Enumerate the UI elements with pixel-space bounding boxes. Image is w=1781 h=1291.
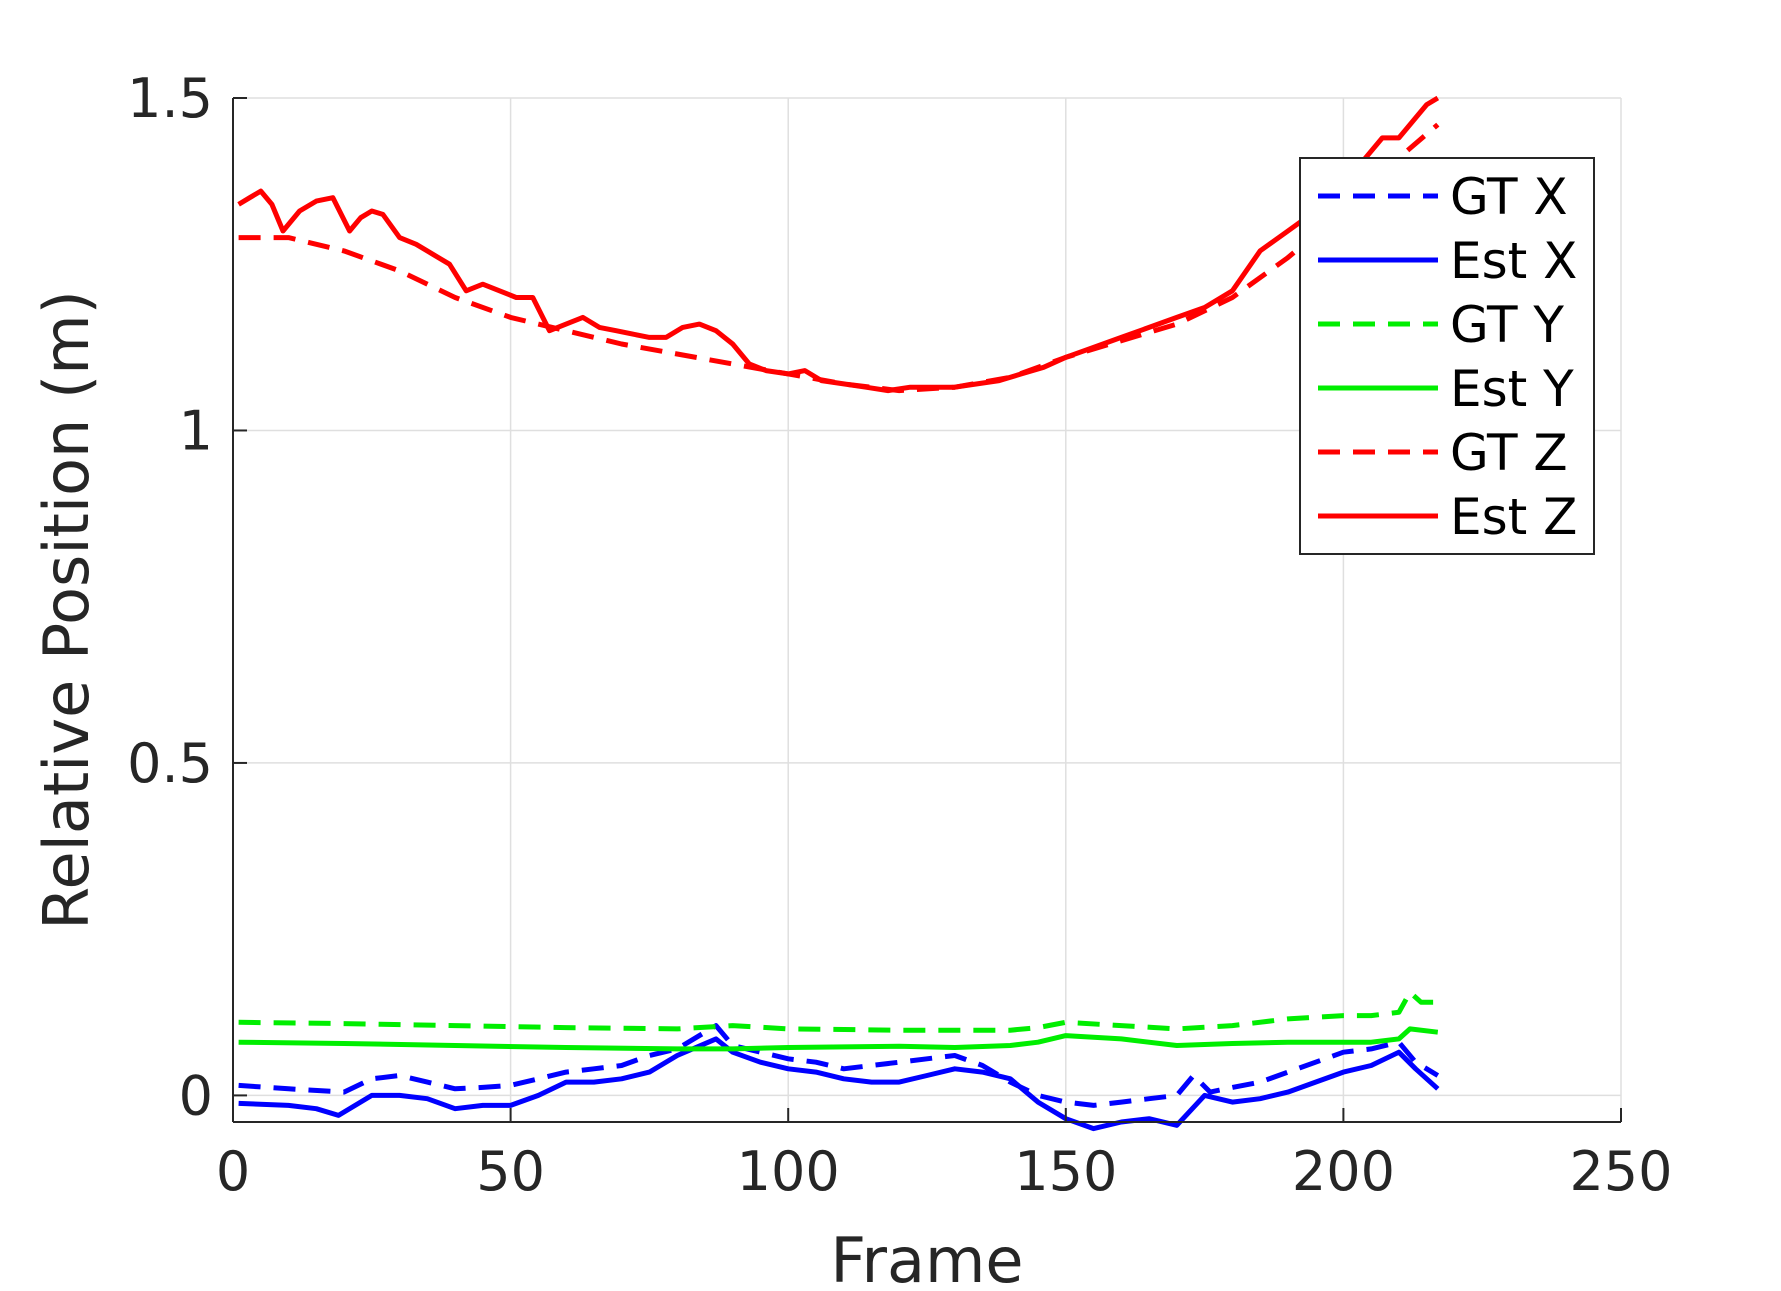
series-line-gt-x bbox=[238, 1023, 1440, 1108]
y-axis-title: Relative Position (m) bbox=[30, 290, 103, 930]
x-tick-label: 150 bbox=[1014, 1140, 1117, 1203]
ticks: 0 50 100 150 200 250 0 0.5 1 1.5 bbox=[127, 67, 1672, 1203]
legend-label: GT Y bbox=[1450, 296, 1564, 354]
x-tick-label: 50 bbox=[476, 1140, 545, 1203]
legend-label: Est Y bbox=[1450, 360, 1574, 418]
series-line-est-z bbox=[237, 95, 1440, 394]
legend: GT X Est X GT Y Est Y GT Z Est Z bbox=[1299, 157, 1595, 555]
x-tick-label: 100 bbox=[737, 1140, 840, 1203]
series-layer bbox=[237, 95, 1440, 1132]
x-axis-title: Frame bbox=[830, 1224, 1023, 1291]
x-tick-label: 200 bbox=[1292, 1140, 1395, 1203]
legend-label: Est X bbox=[1450, 232, 1577, 290]
x-tick-label: 0 bbox=[216, 1140, 250, 1203]
series-line-gt-z bbox=[238, 122, 1440, 394]
y-tick-label: 0 bbox=[179, 1064, 213, 1127]
legend-box bbox=[1299, 157, 1595, 555]
axes bbox=[232, 98, 1621, 1123]
legend-label: GT X bbox=[1450, 168, 1568, 226]
series-line-est-x bbox=[238, 1036, 1440, 1132]
legend-label: Est Z bbox=[1450, 488, 1577, 546]
y-tick-label: 1 bbox=[179, 399, 213, 462]
series-line-gt-y bbox=[238, 989, 1438, 1033]
series-line-est-y bbox=[238, 1026, 1439, 1052]
y-tick-label: 1.5 bbox=[127, 67, 213, 130]
legend-label: GT Z bbox=[1450, 424, 1568, 482]
y-tick-label: 0.5 bbox=[127, 732, 213, 795]
grid bbox=[232, 97, 1622, 1122]
x-tick-label: 250 bbox=[1569, 1140, 1672, 1203]
